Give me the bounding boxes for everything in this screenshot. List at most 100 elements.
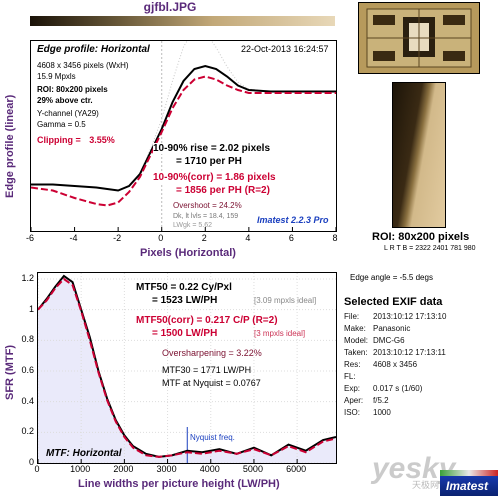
file-title: gjfbl.JPG [143,0,197,14]
edge-x-tick-label: -6 [25,233,35,243]
mtf-y-tick-label: 0 [28,457,34,467]
exif-table: File: 2013:10:12 17:13:10 Make: Panasonic Mo… [344,312,494,422]
exif-key: Res: [344,360,361,369]
corr-line-2: = 1856 per PH (R=2) [176,185,270,196]
imatest-logo: Imatest [440,470,498,496]
edge-x-tick-label: 2 [201,233,207,243]
version-label: Imatest 2.2.3 Pro [257,215,329,225]
mtf-y-axis-ticks: 0 0.2 0.4 0.6 0.8 1 1.2 [0,0,37,500]
mtf-y-tick-label: 1 [28,303,34,314]
edge-x-tick-label: -4 [69,233,78,243]
mtf-curve-measured [38,274,336,458]
clipping-value: 3.55% [89,135,115,145]
edge-x-tick-label: 4 [245,233,251,243]
channel-line: Y-channel (YA29) [37,109,99,118]
tonal-gradient-bar [30,16,335,26]
exif-key: Exp: [344,384,361,393]
edge-x-tick-label: -2 [113,233,122,243]
edge-curve-measured [31,64,336,192]
roi-crop-image [392,82,446,228]
exif-key: ISO: [344,408,361,417]
overshoot-line: Overshoot = 24.2% [173,201,242,210]
mtf-y-tick-label: 0.2 [21,426,34,437]
above-line: 29% above ctr. [37,96,93,105]
mtf-panel: MTF50 = 0.22 Cy/Pxl = 1523 LW/PH [3.09 m… [37,272,337,464]
exif-row: Res: 4608 x 3456 [344,360,494,371]
clipping-label: Clipping = [37,135,81,145]
exif-row: Aper: f/5.2 [344,396,494,407]
dk-line: Dk, lt lvls = 18.4, 159 [173,213,239,220]
mtf30-line: MTF30 = 1771 LW/PH [162,365,252,375]
mtf-chart [38,273,336,463]
exif-key: File: [344,312,360,321]
chart-thumbnail-image [358,2,480,74]
exif-value: 2013:10:12 17:13:11 [373,348,446,357]
mtf-heading: MTF: Horizontal [46,448,122,459]
exif-value: DMC-G6 [373,336,405,345]
mtf-fill-area [38,275,336,463]
mtf-y-tick-label: 1.2 [21,273,34,283]
exif-row: Taken: 2013:10:12 17:13:11 [344,348,494,359]
edge-date: 22-Oct-2013 16:24:57 [241,44,329,54]
mtf-x-tick-label: 1000 [70,464,91,474]
mtf-y-tick-label: 0.6 [21,365,34,375]
mtf50c-line: MTF50(corr) = 0.217 C/P (R=2) [136,315,278,326]
lrtb-line: L R T B = 2322 2401 781 980 [384,245,476,252]
exif-value: 0.017 s (1/60) [373,384,423,393]
mtf50-lw: = 1523 LW/PH [152,295,218,306]
oversharpening-line: Oversharpening = 3.22% [162,348,262,358]
rise-line-2: = 1710 per PH [176,156,242,167]
mtf-y-tick-label: 0.8 [21,334,34,345]
exif-value: 2013:10:12 17:13:10 [373,312,447,321]
edge-angle: Edge angle = -5.5 degs [350,273,433,282]
mtf-x-tick-label: 0 [34,464,40,474]
watermark-subtitle: 天极网 [412,480,440,490]
mtf-x-tick-label: 5000 [242,464,263,474]
mtf-x-tick-label: 4000 [199,464,220,474]
exif-row: ISO: 1000 [344,408,494,419]
exif-value: 4608 x 3456 [373,360,418,369]
nyquist-label: Nyquist freq. [190,433,235,442]
mtf-nyquist-line: MTF at Nyquist = 0.0767 [162,378,261,388]
chart-thumbnail-pattern [366,8,472,68]
imatest-logo-text: Imatest [446,479,489,493]
roi-caption: ROI: 80x200 pixels [372,231,470,243]
exif-key: Aper: [344,396,364,405]
clipping-line: Clipping = 3.55% [37,135,115,145]
gamma-line: Gamma = 0.5 [37,120,86,129]
size-line: 4608 x 3456 pixels (WxH) [37,61,129,70]
exif-value: Panasonic [373,324,411,333]
lwk-line: LWgk = 5.62 [173,222,212,229]
mpx-line: 15.9 Mpxls [37,72,76,81]
mtf-x-axis-ticks: 0 1000 2000 3000 4000 5000 6000 [0,464,345,476]
edge-x-label: Pixels (Horizontal) [140,247,236,259]
exif-row: File: 2013:10:12 17:13:10 [344,312,494,323]
roi-line: ROI: 80x200 pixels [37,85,108,94]
exif-value: f/5.2 [373,396,389,405]
edge-x-tick-label: 0 [158,233,164,243]
edge-profile-panel: Edge profile: Horizontal 22-Oct-2013 16:… [30,40,337,232]
exif-row: FL: [344,372,494,383]
mtf-x-tick-label: 2000 [113,464,134,474]
exif-key: Taken: [344,348,368,357]
mtf-x-tick-label: 3000 [156,464,177,474]
exif-row: Make: Panasonic [344,324,494,335]
exif-value: 1000 [373,408,391,417]
exif-row: Model: DMC-G6 [344,336,494,347]
mtf50c-lw: = 1500 LW/PH [152,328,218,339]
mtf-curve-corrected [38,277,336,458]
edge-curve-corrected [31,75,336,207]
mtf50-ideal: [3.09 mpxls ideal] [254,296,317,305]
mtf-x-tick-label: 6000 [286,464,307,474]
edge-x-tick-label: 8 [332,233,338,243]
exif-title: Selected EXIF data [344,296,443,308]
exif-key: FL: [344,372,356,381]
exif-key: Model: [344,336,369,345]
edge-heading: Edge profile: Horizontal [37,44,150,55]
exif-row: Exp: 0.017 s (1/60) [344,384,494,395]
mtf-x-label: Line widths per picture height (LW/PH) [78,478,280,490]
edge-profile-chart [31,41,336,231]
mtf50c-ideal: [3 mpxls ideal] [254,329,306,338]
edge-x-tick-label: 6 [288,233,294,243]
mtf-y-tick-label: 0.4 [21,395,34,406]
